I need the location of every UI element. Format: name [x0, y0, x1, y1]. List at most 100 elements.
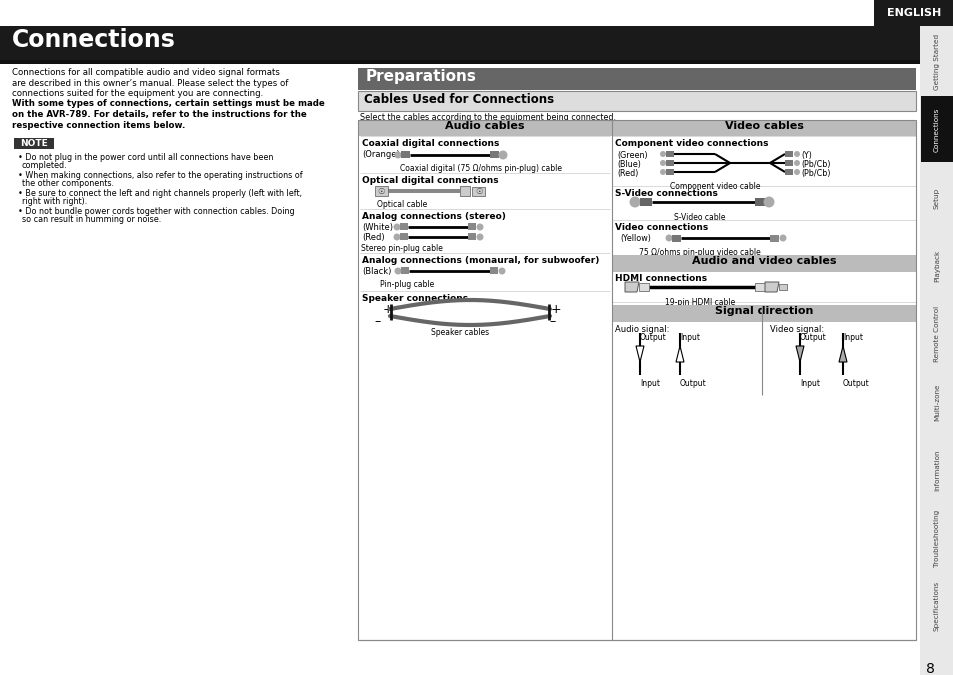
Bar [612, 305, 915, 322]
Text: –: – [548, 315, 555, 328]
Text: Input: Input [800, 379, 820, 388]
Polygon shape [838, 346, 846, 362]
Text: • Be sure to connect the left and right channels properly (left with left,: • Be sure to connect the left and right … [18, 189, 302, 198]
Circle shape [659, 160, 665, 166]
Bar [779, 284, 786, 290]
Text: Specifications: Specifications [933, 581, 939, 631]
Text: Stereo pin-plug cable: Stereo pin-plug cable [360, 244, 442, 253]
Circle shape [476, 234, 483, 240]
Text: ENGLISH: ENGLISH [886, 8, 941, 18]
Bar [920, 572, 952, 638]
Bar [873, 0, 953, 26]
Bar [357, 91, 915, 111]
Bar [920, 300, 952, 366]
Text: • Do not plug in the power cord until all connections have been: • Do not plug in the power cord until al… [18, 153, 274, 162]
Text: Preparations: Preparations [366, 69, 476, 84]
Text: the other components.: the other components. [22, 179, 113, 188]
Text: (Orange): (Orange) [361, 150, 399, 159]
Text: Audio and video cables: Audio and video cables [691, 256, 836, 266]
Text: 75 Ω/ohms pin-plug video cable: 75 Ω/ohms pin-plug video cable [639, 248, 760, 257]
Text: on the AVR-789. For details, refer to the instructions for the: on the AVR-789. For details, refer to th… [12, 110, 307, 119]
Text: Coaxial digital connections: Coaxial digital connections [361, 139, 498, 148]
Circle shape [793, 160, 800, 166]
Circle shape [659, 169, 665, 175]
Bar [472, 187, 484, 196]
Bar [490, 151, 498, 158]
Circle shape [665, 234, 672, 242]
Polygon shape [795, 346, 803, 362]
Bar [665, 169, 673, 175]
Bar [400, 267, 409, 274]
Text: (Pb/Cb): (Pb/Cb) [801, 160, 830, 169]
Text: so can result in humming or noise.: so can result in humming or noise. [22, 215, 161, 224]
Text: NOTE: NOTE [20, 139, 48, 148]
Text: 8: 8 [924, 662, 933, 675]
Polygon shape [624, 282, 639, 292]
Text: Cables Used for Connections: Cables Used for Connections [364, 93, 554, 106]
Text: HDMI connections: HDMI connections [615, 274, 706, 283]
Text: Output: Output [800, 333, 826, 342]
Text: are described in this owner’s manual. Please select the types of: are described in this owner’s manual. Pl… [12, 78, 288, 88]
Text: S-Video cable: S-Video cable [674, 213, 725, 222]
Text: (Yellow): (Yellow) [619, 234, 650, 243]
Text: Analog connections (stereo): Analog connections (stereo) [361, 212, 505, 221]
Text: Speaker connections: Speaker connections [361, 294, 468, 303]
Circle shape [395, 151, 401, 159]
Bar [612, 255, 915, 272]
Text: Remote Control: Remote Control [933, 306, 939, 362]
Text: Getting Started: Getting Started [933, 34, 939, 90]
Text: Analog connections (monaural, for subwoofer): Analog connections (monaural, for subwoo… [361, 256, 598, 265]
Bar [357, 120, 915, 640]
Text: Input: Input [639, 379, 659, 388]
Bar [671, 235, 680, 242]
Bar [920, 368, 952, 434]
Text: Signal direction: Signal direction [714, 306, 812, 316]
Text: Input: Input [842, 333, 862, 342]
Text: connections suited for the equipment you are connecting.: connections suited for the equipment you… [12, 89, 263, 98]
Bar [612, 120, 915, 136]
Text: completed.: completed. [22, 161, 68, 170]
Bar [357, 68, 915, 90]
Text: Video cables: Video cables [723, 121, 802, 131]
Text: Playback: Playback [933, 250, 939, 282]
Text: Input: Input [679, 333, 700, 342]
Text: Audio cables: Audio cables [445, 121, 524, 131]
Text: Select the cables according to the equipment being connected.: Select the cables according to the equip… [359, 113, 616, 122]
Text: (Black): (Black) [361, 267, 391, 276]
Polygon shape [676, 346, 683, 362]
Bar [920, 232, 952, 298]
Text: Output: Output [842, 379, 869, 388]
Bar [468, 233, 476, 240]
Circle shape [498, 267, 505, 275]
Bar [920, 504, 952, 570]
Bar [388, 189, 459, 193]
Bar [665, 151, 673, 157]
Circle shape [793, 169, 800, 175]
Bar [399, 223, 408, 230]
Bar [639, 283, 648, 291]
Text: (Red): (Red) [361, 233, 384, 242]
Circle shape [498, 151, 507, 159]
Bar [14, 138, 54, 149]
Text: Output: Output [679, 379, 706, 388]
Text: • When making connections, also refer to the operating instructions of: • When making connections, also refer to… [18, 171, 302, 180]
Text: With some types of connections, certain settings must be made: With some types of connections, certain … [12, 99, 324, 109]
Text: Audio signal:: Audio signal: [615, 325, 669, 334]
Bar [919, 0, 953, 675]
Bar [784, 169, 792, 175]
Text: Connections for all compatible audio and video signal formats: Connections for all compatible audio and… [12, 68, 279, 77]
Bar [784, 151, 792, 157]
Text: S-Video connections: S-Video connections [615, 189, 717, 198]
Circle shape [779, 234, 785, 242]
Text: +: + [551, 303, 561, 316]
Text: (White): (White) [361, 223, 393, 232]
Text: Output: Output [639, 333, 666, 342]
Text: (Green): (Green) [617, 151, 647, 160]
Text: Component video connections: Component video connections [615, 139, 768, 148]
Text: Optical cable: Optical cable [376, 200, 427, 209]
Bar [769, 235, 779, 242]
Text: Optical digital connections: Optical digital connections [361, 176, 498, 185]
Text: Video signal:: Video signal: [769, 325, 823, 334]
Text: (Red): (Red) [617, 169, 638, 178]
Text: (Y): (Y) [801, 151, 811, 160]
